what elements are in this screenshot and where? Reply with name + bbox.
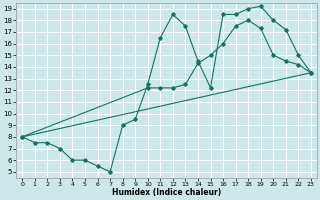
X-axis label: Humidex (Indice chaleur): Humidex (Indice chaleur) [112, 188, 221, 197]
